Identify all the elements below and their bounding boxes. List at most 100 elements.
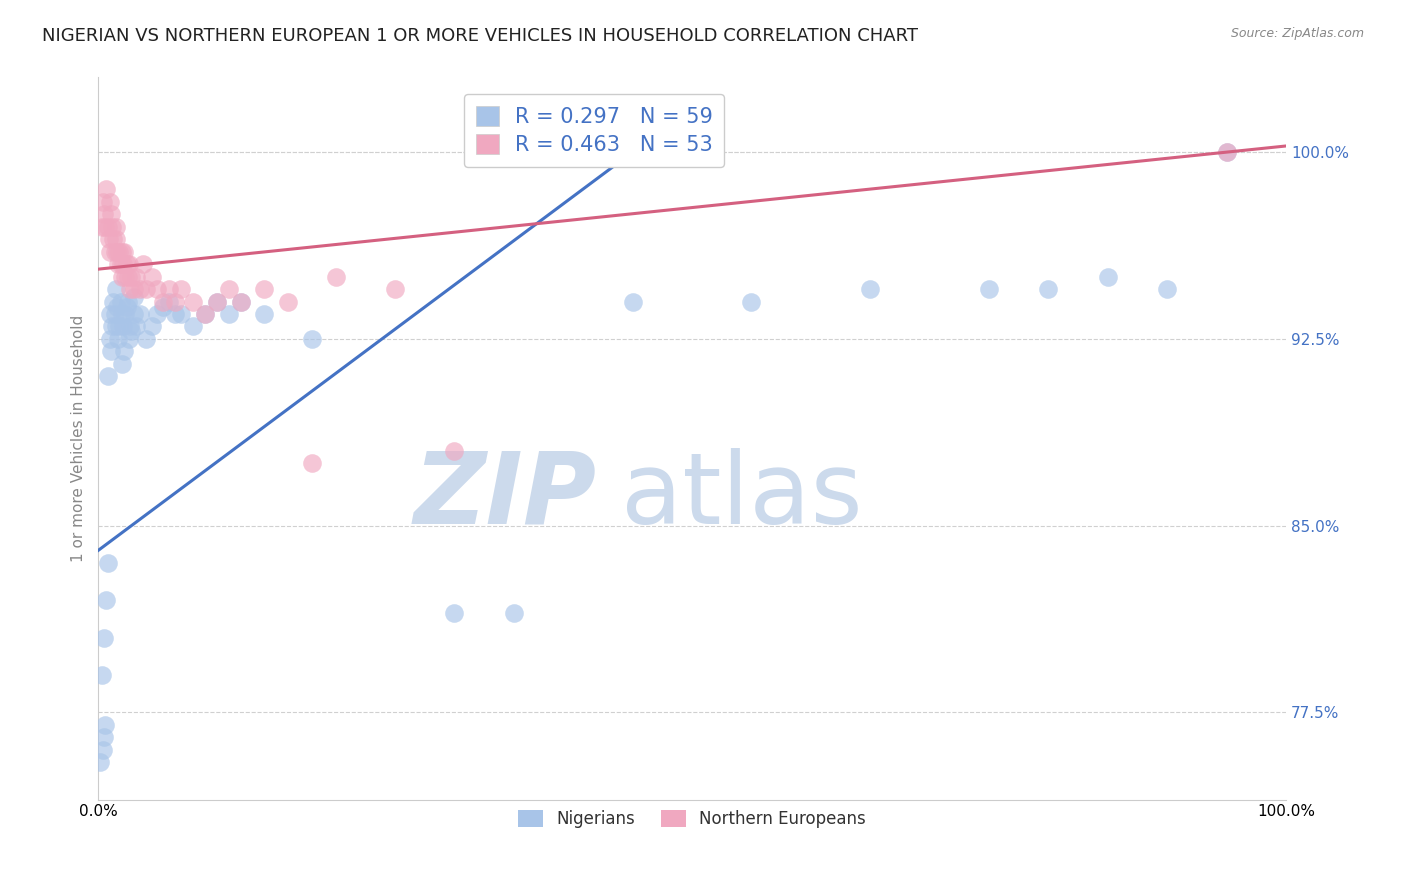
Text: ZIP: ZIP [413, 448, 598, 545]
Legend: Nigerians, Northern Europeans: Nigerians, Northern Europeans [512, 803, 872, 835]
Point [277, 294, 299, 309]
Point [194, 307, 217, 321]
Point [112, 244, 135, 259]
Point [502, 606, 524, 620]
Point [253, 307, 276, 321]
Point [104, 244, 127, 259]
Point [104, 319, 127, 334]
Point [218, 282, 240, 296]
Point [384, 282, 406, 296]
Point [181, 294, 204, 309]
Point [94, 219, 117, 234]
Point [108, 319, 131, 334]
Point [93, 631, 115, 645]
Point [135, 332, 157, 346]
Point [111, 357, 134, 371]
Point [152, 294, 174, 309]
Point [122, 282, 145, 296]
Point [205, 294, 228, 309]
Point [977, 282, 1000, 296]
Point [621, 294, 644, 309]
Point [114, 307, 136, 321]
Point [98, 332, 121, 346]
Point [157, 294, 180, 309]
Point [125, 269, 148, 284]
Point [110, 294, 132, 309]
Point [859, 282, 882, 296]
Point [107, 257, 129, 271]
Point [443, 444, 465, 458]
Point [104, 219, 127, 234]
Point [117, 269, 139, 284]
Point [91, 742, 114, 756]
Point [118, 332, 141, 346]
Point [98, 244, 121, 259]
Point [229, 294, 252, 309]
Point [96, 556, 118, 570]
Point [135, 282, 157, 296]
Point [128, 282, 150, 296]
Point [112, 344, 135, 359]
Point [96, 219, 118, 234]
Point [120, 282, 142, 296]
Point [104, 282, 127, 296]
Point [253, 282, 276, 296]
Point [122, 307, 145, 321]
Point [157, 282, 180, 296]
Point [97, 232, 120, 246]
Point [105, 244, 128, 259]
Point [165, 307, 187, 321]
Point [111, 319, 134, 334]
Point [107, 332, 129, 346]
Point [1156, 282, 1178, 296]
Point [101, 319, 124, 334]
Point [96, 182, 118, 196]
Point [114, 269, 136, 284]
Point [93, 731, 115, 745]
Y-axis label: 1 or more Vehicles in Household: 1 or more Vehicles in Household [72, 315, 86, 562]
Point [111, 244, 134, 259]
Point [111, 307, 134, 321]
Point [101, 219, 124, 234]
Point [301, 332, 323, 346]
Point [122, 289, 145, 303]
Point [141, 319, 163, 334]
Point [115, 300, 138, 314]
Point [128, 307, 150, 321]
Point [205, 294, 228, 309]
Point [181, 319, 204, 334]
Point [740, 294, 762, 309]
Point [118, 257, 141, 271]
Point [100, 207, 122, 221]
Point [218, 307, 240, 321]
Text: Source: ZipAtlas.com: Source: ZipAtlas.com [1230, 27, 1364, 40]
Point [105, 300, 128, 314]
Point [90, 668, 112, 682]
Point [194, 307, 217, 321]
Point [141, 269, 163, 284]
Point [100, 344, 122, 359]
Point [96, 369, 118, 384]
Point [96, 593, 118, 607]
Point [111, 257, 134, 271]
Point [98, 194, 121, 209]
Point [146, 307, 169, 321]
Point [443, 606, 465, 620]
Point [120, 269, 142, 284]
Point [170, 282, 193, 296]
Point [165, 294, 187, 309]
Point [98, 307, 121, 321]
Point [94, 718, 117, 732]
Point [1097, 269, 1119, 284]
Point [111, 269, 134, 284]
Point [104, 232, 127, 246]
Point [301, 456, 323, 470]
Point [170, 307, 193, 321]
Point [103, 232, 125, 246]
Point [117, 294, 139, 309]
Point [1215, 145, 1237, 160]
Point [132, 257, 155, 271]
Text: NIGERIAN VS NORTHERN EUROPEAN 1 OR MORE VEHICLES IN HOUSEHOLD CORRELATION CHART: NIGERIAN VS NORTHERN EUROPEAN 1 OR MORE … [42, 27, 918, 45]
Point [152, 300, 174, 314]
Point [110, 257, 132, 271]
